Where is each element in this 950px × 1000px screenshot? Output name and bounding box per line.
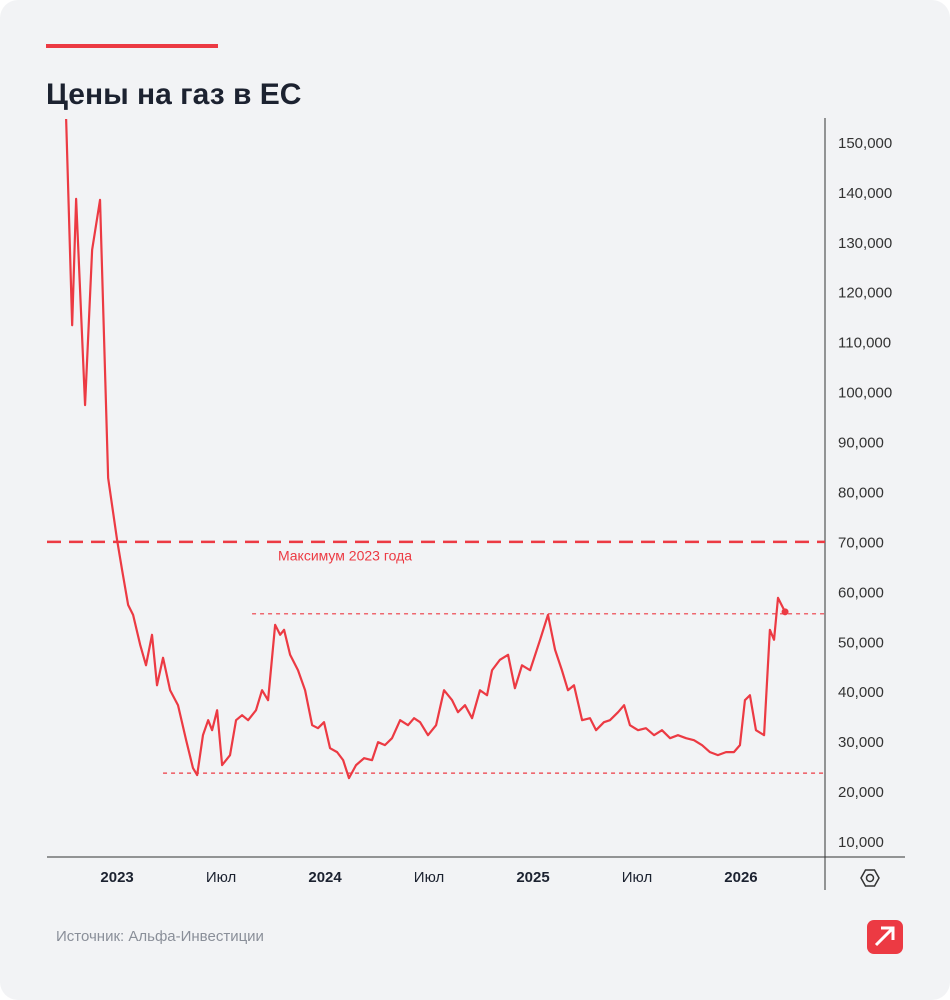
price-line	[65, 118, 787, 780]
settings-hex	[860, 869, 880, 887]
settings-dot	[865, 873, 875, 883]
y-tick-label: 60,000	[838, 584, 884, 601]
y-tick-label: 10,000	[838, 834, 884, 851]
y-tick-label: 50,000	[838, 634, 884, 651]
title-accent	[46, 44, 218, 48]
y-tick-label: 80,000	[838, 484, 884, 501]
y-tick-label: 150,000	[838, 135, 892, 152]
x-tick-label: Июл	[206, 869, 236, 886]
y-tick-label: 110,000	[838, 335, 891, 352]
y-tick-label: 120,000	[838, 285, 892, 302]
y-tick-label: 100,000	[838, 385, 892, 402]
logo[interactable]	[867, 920, 903, 954]
y-tick-label: 140,000	[838, 185, 892, 202]
y-tick-label: 20,000	[838, 784, 884, 801]
y-tick-label: 130,000	[838, 235, 892, 252]
y-tick-label: 90,000	[838, 435, 884, 452]
settings-icon[interactable]	[860, 869, 880, 887]
y-tick-label: 30,000	[838, 734, 884, 751]
x-tick-label: Июл	[622, 869, 652, 886]
last-point	[781, 608, 789, 616]
x-tick-label: Июл	[414, 869, 444, 886]
y-tick-label: 70,000	[838, 534, 884, 551]
x-tick-label: 2023	[100, 869, 133, 886]
reference-label: Максимум 2023 года	[278, 548, 412, 564]
x-tick-label: 2024	[308, 869, 342, 886]
source: Источник: Альфа-Инвестиции	[56, 928, 264, 945]
x-tick-label: 2025	[516, 869, 549, 886]
x-tick-label: 2026	[724, 869, 757, 886]
chart-title: Цены на газ в ЕС	[46, 78, 301, 111]
logo-arrow	[874, 926, 895, 947]
y-tick-label: 40,000	[838, 684, 884, 701]
